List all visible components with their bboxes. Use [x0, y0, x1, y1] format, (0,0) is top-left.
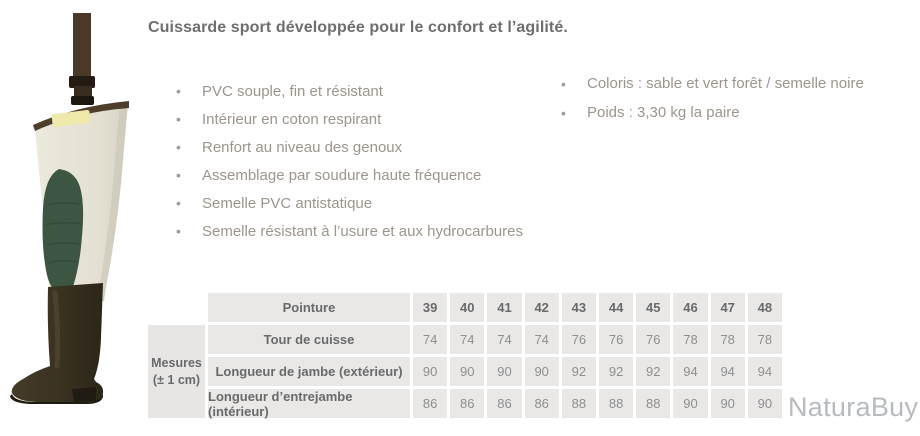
table-value: 90: [450, 357, 485, 386]
table-value: 90: [710, 389, 745, 418]
table-value: 88: [636, 389, 671, 418]
table-value: 86: [413, 389, 448, 418]
feature-text: Coloris : sable et vert forêt / semelle …: [587, 75, 864, 92]
table-value: 74: [524, 325, 559, 354]
strap-buckle: [69, 76, 95, 88]
table-value: 94: [747, 357, 782, 386]
feature-text: Assemblage par soudure haute fréquence: [202, 166, 482, 184]
table-value: 92: [636, 357, 671, 386]
bullet-icon: •: [176, 139, 181, 155]
table-value: 74: [413, 325, 448, 354]
feature-list-left: • PVC souple, fin et résistant • Intérie…: [176, 77, 523, 245]
table-value: 94: [673, 357, 708, 386]
size-header: 44: [599, 293, 634, 322]
size-header: 47: [710, 293, 745, 322]
bullet-icon: •: [176, 111, 181, 127]
knee-patch-seams: [45, 201, 83, 264]
table-value: 78: [710, 325, 745, 354]
column-header-pointure: Pointure: [208, 293, 410, 322]
feature-item: • Semelle PVC antistatique: [176, 189, 523, 217]
table-value: 88: [599, 389, 634, 418]
feature-item: • Poids : 3,30 kg la paire: [561, 98, 864, 127]
table-value: 76: [636, 325, 671, 354]
page-title: Cuissarde sport développée pour le confo…: [148, 19, 568, 36]
feature-item: • Coloris : sable et vert forêt / semell…: [561, 69, 864, 98]
feature-text: Renfort au niveau des genoux: [202, 138, 403, 156]
size-header: 43: [561, 293, 596, 322]
size-header: 42: [524, 293, 559, 322]
bullet-icon: •: [561, 75, 566, 92]
table-value: 76: [561, 325, 596, 354]
belt-strap: [73, 13, 91, 79]
wader-top-trim: [33, 101, 129, 131]
table-value: 86: [450, 389, 485, 418]
size-header: 45: [636, 293, 671, 322]
table-value: 90: [747, 389, 782, 418]
size-header: 48: [747, 293, 782, 322]
feature-item: • PVC souple, fin et résistant: [176, 77, 523, 105]
feature-item: • Intérieur en coton respirant: [176, 105, 523, 133]
table-value: 90: [673, 389, 708, 418]
feature-text: Intérieur en coton respirant: [202, 110, 382, 128]
row-label: Tour de cuisse: [208, 325, 410, 354]
measures-label-line1: Mesures: [151, 356, 202, 371]
feature-item: • Renfort au niveau des genoux: [176, 133, 523, 161]
naturabuy-watermark-logo: NaturaBuy: [788, 392, 919, 422]
wader-upper-shadow: [97, 103, 128, 301]
feature-text: Semelle PVC antistatique: [202, 194, 373, 212]
table-value: 88: [561, 389, 596, 418]
table-value: 90: [487, 357, 522, 386]
feature-item: • Semelle résistant à l’usure et aux hyd…: [176, 217, 523, 245]
boot-highlight: [52, 290, 61, 369]
feature-text: PVC souple, fin et résistant: [202, 82, 383, 100]
measures-corner-cell: Mesures (± 1 cm): [148, 325, 205, 418]
yellow-label-tag: [51, 109, 91, 128]
boot-heel: [72, 387, 96, 402]
boot-sole-edge: [10, 394, 103, 404]
feature-item: • Assemblage par soudure haute fréquence: [176, 161, 523, 189]
feature-text: Semelle résistant à l’usure et aux hydro…: [202, 222, 523, 240]
size-header: 40: [450, 293, 485, 322]
product-photo-wader: [10, 13, 129, 404]
bullet-icon: •: [176, 195, 181, 211]
bullet-icon: •: [561, 104, 566, 121]
table-value: 92: [599, 357, 634, 386]
size-header: 39: [413, 293, 448, 322]
table-value: 74: [450, 325, 485, 354]
bullet-icon: •: [176, 167, 181, 183]
table-value: 78: [673, 325, 708, 354]
table-value: 90: [413, 357, 448, 386]
table-value: 76: [599, 325, 634, 354]
table-value: 78: [747, 325, 782, 354]
size-header: 46: [673, 293, 708, 322]
bullet-icon: •: [176, 223, 181, 239]
size-header: 41: [487, 293, 522, 322]
bullet-icon: •: [176, 83, 181, 99]
measures-label-line2: (± 1 cm): [152, 372, 201, 387]
table-value: 86: [524, 389, 559, 418]
row-label: Longueur d’entrejambe (intérieur): [208, 389, 410, 419]
table-value: 74: [487, 325, 522, 354]
belt-strap-lower: [74, 86, 92, 98]
table-value: 94: [710, 357, 745, 386]
table-value: 86: [487, 389, 522, 418]
row-label: Longueur de jambe (extérieur): [208, 357, 410, 386]
strap-clasp: [71, 96, 94, 105]
table-value: 90: [524, 357, 559, 386]
feature-text: Poids : 3,30 kg la paire: [587, 104, 740, 121]
size-table: Mesures (± 1 cm) Pointure 39 40 41 42 43…: [148, 293, 782, 419]
table-value: 92: [561, 357, 596, 386]
feature-list-right: • Coloris : sable et vert forêt / semell…: [561, 69, 864, 127]
size-grid: Pointure 39 40 41 42 43 44 45 46 47 48 T…: [208, 293, 782, 419]
